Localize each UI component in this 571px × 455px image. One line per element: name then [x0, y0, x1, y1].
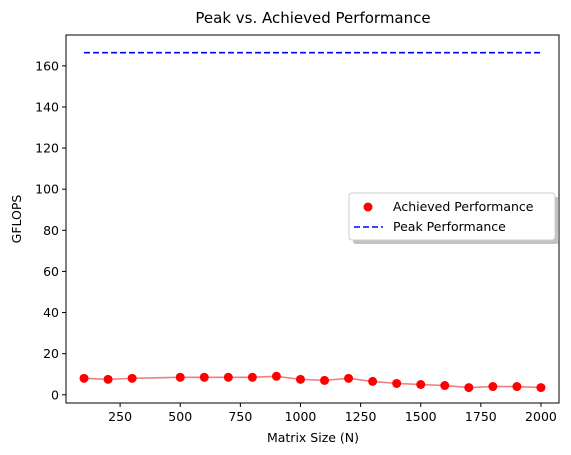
- x-axis-ticks: 250 500 750 1000 1250 1500 1750 2000: [108, 403, 557, 424]
- x-tick-label: 1000: [285, 409, 317, 424]
- y-tick-label: 140: [35, 99, 59, 114]
- data-point: [344, 373, 354, 383]
- plot-area: [79, 51, 546, 393]
- x-tick-label: 250: [108, 409, 132, 424]
- data-point: [392, 378, 402, 388]
- data-point: [368, 376, 378, 386]
- y-tick-label: 0: [51, 387, 59, 402]
- y-tick-label: 40: [43, 305, 59, 320]
- y-tick-label: 80: [43, 223, 59, 238]
- y-tick-label: 20: [43, 346, 59, 361]
- data-point: [79, 373, 89, 383]
- data-point: [512, 382, 522, 392]
- data-point: [271, 371, 281, 381]
- data-point: [536, 383, 546, 393]
- data-point: [416, 379, 426, 389]
- y-tick-label: 160: [35, 58, 59, 73]
- y-tick-label: 60: [43, 264, 59, 279]
- y-axis-label: GFLOPS: [9, 195, 24, 244]
- data-point: [199, 372, 209, 382]
- legend-box: [348, 192, 556, 241]
- legend-marker-achieved: [363, 202, 373, 212]
- x-tick-label: 2000: [525, 409, 557, 424]
- data-point: [175, 372, 185, 382]
- y-tick-label: 120: [35, 141, 59, 156]
- data-point: [247, 372, 257, 382]
- data-point: [464, 383, 474, 393]
- y-tick-label: 100: [35, 182, 59, 197]
- x-tick-label: 1250: [345, 409, 377, 424]
- data-point: [440, 381, 450, 391]
- legend-label-achieved: Achieved Performance: [393, 199, 534, 214]
- data-point: [127, 373, 137, 383]
- chart-title: Peak vs. Achieved Performance: [195, 9, 430, 27]
- x-tick-label: 500: [168, 409, 192, 424]
- legend-label-peak: Peak Performance: [393, 219, 506, 234]
- x-tick-label: 1500: [405, 409, 437, 424]
- data-point: [320, 375, 330, 385]
- data-point: [295, 374, 305, 384]
- y-axis-ticks: 0 20 40 60 80 100 120 140 160: [35, 58, 66, 402]
- data-point: [488, 382, 498, 392]
- x-axis-label: Matrix Size (N): [267, 430, 359, 445]
- legend: Achieved Performance Peak Performance: [348, 192, 559, 244]
- data-point: [103, 374, 113, 384]
- x-tick-label: 1750: [465, 409, 497, 424]
- x-tick-label: 750: [228, 409, 252, 424]
- data-point: [223, 372, 233, 382]
